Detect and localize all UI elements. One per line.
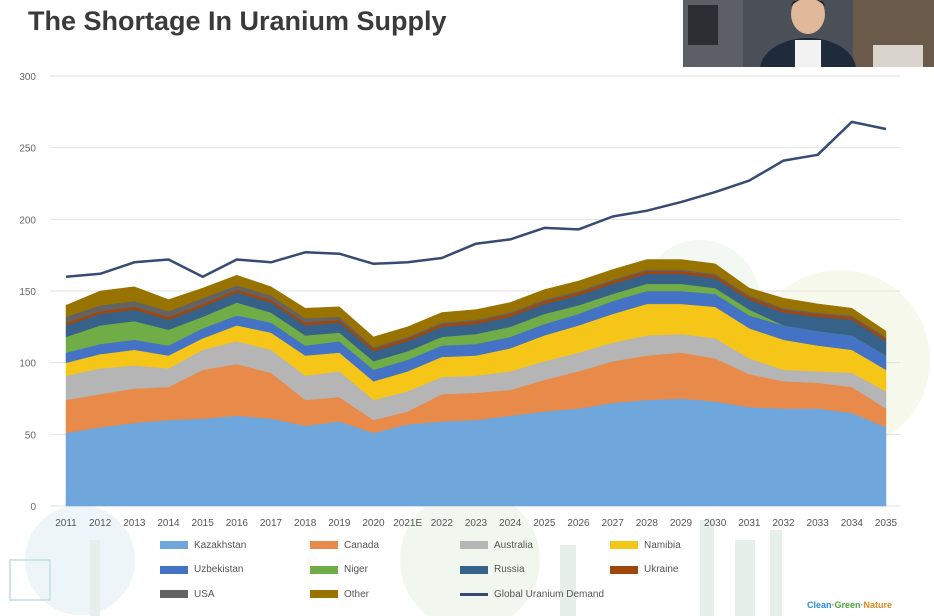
- brand-text: ·: [831, 600, 835, 610]
- brand-text: Clean: [806, 600, 832, 610]
- legend-item: Australia: [460, 537, 610, 553]
- legend-swatch: [460, 592, 488, 596]
- y-tick-label: 50: [25, 430, 37, 441]
- x-tick-label: 2020: [362, 518, 385, 529]
- legend-swatch: [460, 541, 488, 549]
- x-tick-label: 2027: [602, 518, 625, 529]
- line-global-uranium-demand: [65, 120, 887, 278]
- x-tick-label: 2016: [226, 518, 249, 529]
- brand-logo: Clean·Green·Nature: [807, 600, 892, 610]
- legend-item: Kazakhstan: [160, 537, 310, 553]
- legend-swatch: [460, 565, 488, 574]
- legend-label: Niger: [344, 564, 368, 576]
- x-tick-label: 2030: [704, 518, 727, 529]
- x-tick-label: 2017: [260, 518, 283, 529]
- legend-item: Other: [310, 586, 460, 602]
- legend-label: Kazakhstan: [194, 539, 247, 551]
- legend-item: USA: [160, 586, 310, 602]
- legend-swatch: [160, 541, 188, 549]
- chart-areas: [65, 259, 887, 507]
- x-tick-label: 2012: [89, 518, 112, 529]
- x-tick-label: 2014: [157, 518, 180, 529]
- legend-swatch: [160, 590, 188, 599]
- y-tick-label: 100: [19, 359, 36, 370]
- legend-swatch: [310, 541, 338, 549]
- area-other: [65, 259, 887, 348]
- x-tick-label: 2025: [533, 518, 556, 529]
- legend-swatch: [310, 590, 338, 599]
- y-tick-label: 250: [19, 144, 36, 155]
- x-tick-label: 2021E: [393, 518, 422, 529]
- chart-demand-line: [65, 120, 887, 278]
- brand-text: Nature: [863, 600, 892, 610]
- y-tick-label: 0: [30, 502, 36, 513]
- brand-text: Green: [834, 600, 861, 610]
- y-tick-label: 300: [19, 72, 36, 83]
- chart-y-axis: 0 50 100 150 200 250 300: [19, 72, 36, 513]
- legend-label: Australia: [494, 539, 533, 551]
- legend-swatch: [160, 565, 188, 574]
- legend-swatch: [610, 541, 638, 549]
- legend-label: Namibia: [644, 539, 681, 551]
- x-tick-label: 2026: [567, 518, 590, 529]
- legend-item: Namibia: [610, 537, 780, 553]
- legend-item: Canada: [310, 537, 460, 553]
- legend-item: Global Uranium Demand: [460, 586, 610, 602]
- x-tick-label: 2013: [123, 518, 146, 529]
- presenter-webcam-icon: [683, 0, 934, 67]
- x-tick-label: 2031: [738, 518, 761, 529]
- brand-text: ·: [860, 600, 864, 610]
- legend-label: Other: [344, 588, 370, 600]
- chart-x-axis: 2011 2012 2013 2014 2015 2016 2017 2018 2019 2020…: [55, 518, 897, 529]
- legend-label: Global Uranium Demand: [494, 588, 605, 600]
- x-tick-label: 2032: [772, 518, 795, 529]
- x-tick-label: 2035: [875, 518, 898, 529]
- legend-label: Canada: [344, 539, 380, 551]
- legend-item: Russia: [460, 562, 610, 578]
- slide-title: The Shortage In Uranium Supply: [28, 6, 447, 36]
- legend-swatch: [310, 565, 338, 574]
- x-tick-label: 2019: [328, 518, 351, 529]
- legend-label: Russia: [494, 564, 525, 576]
- legend-item: Ukraine: [610, 562, 780, 578]
- legend-item: Uzbekistan: [160, 562, 310, 578]
- x-tick-label: 2022: [431, 518, 454, 529]
- x-tick-label: 2024: [499, 518, 522, 529]
- x-tick-label: 2015: [192, 518, 215, 529]
- legend-label: Ukraine: [644, 564, 679, 576]
- presenter-webcam: [683, 0, 934, 67]
- x-tick-label: 2018: [294, 518, 317, 529]
- chart-legend: Kazakhstan Canada Australia Namibia Uzbekist…: [160, 537, 780, 605]
- legend-item: Niger: [310, 562, 460, 578]
- x-tick-label: 2023: [465, 518, 488, 529]
- y-tick-label: 150: [19, 287, 36, 298]
- x-tick-label: 2034: [841, 518, 864, 529]
- x-tick-label: 2029: [670, 518, 693, 529]
- legend-label: Uzbekistan: [194, 564, 244, 576]
- legend-swatch: [610, 565, 638, 574]
- x-tick-label: 2011: [55, 518, 77, 529]
- x-tick-label: 2033: [807, 518, 830, 529]
- y-tick-label: 200: [19, 215, 36, 226]
- x-tick-label: 2028: [636, 518, 659, 529]
- legend-label: USA: [194, 588, 215, 600]
